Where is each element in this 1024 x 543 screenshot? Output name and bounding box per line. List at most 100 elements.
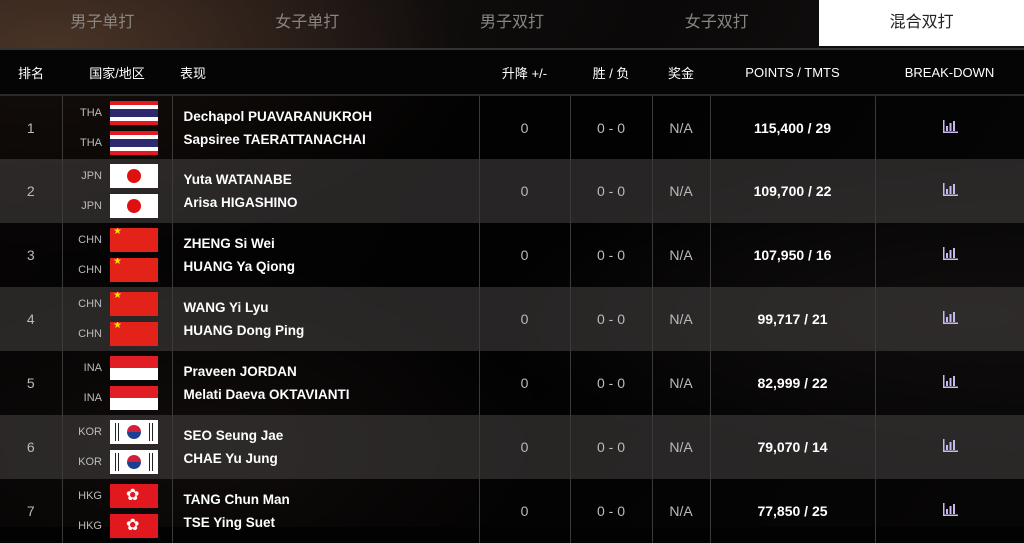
tab-womens-doubles[interactable]: 女子双打: [684, 14, 749, 31]
tab-mens-singles[interactable]: 男子单打: [70, 14, 135, 31]
flag-icon: [110, 258, 158, 282]
country-cell: CHN CHN: [61, 287, 172, 351]
country-cell: CHN CHN: [61, 223, 172, 287]
prize-money: N/A: [651, 223, 710, 287]
rank-change: 0: [478, 479, 570, 543]
bar-chart-icon[interactable]: [942, 311, 958, 327]
points-tournaments: 99,717 / 21: [709, 287, 875, 351]
header-change: 升降 +/-: [501, 65, 548, 81]
rank-change: 0: [478, 415, 570, 479]
country-code: JPN: [81, 170, 102, 182]
country-code: CHN: [78, 298, 102, 310]
player-name[interactable]: Dechapol PUAVARANUKROH: [183, 108, 373, 124]
rank: 4: [26, 311, 35, 327]
player-name[interactable]: Melati Daeva OKTAVIANTI: [183, 387, 350, 402]
player-name[interactable]: Arisa HIGASHINO: [183, 195, 298, 210]
table-row: 7 HKG HKG TANG Chun Man TSE Ying Suet 0 0…: [0, 479, 1024, 543]
rank-change: 0: [478, 159, 570, 223]
header-points: POINTS / TMTS: [745, 64, 840, 80]
flag-icon: [110, 292, 158, 316]
country-code: CHN: [78, 328, 102, 340]
tab-mixed-doubles[interactable]: 混合双打: [819, 0, 1024, 46]
bar-chart-icon[interactable]: [942, 375, 958, 391]
win-loss: 0 - 0: [569, 351, 652, 415]
bar-chart-icon[interactable]: [942, 503, 958, 519]
country-code: HKG: [78, 490, 102, 502]
player-name[interactable]: Praveen JORDAN: [183, 364, 297, 379]
flag-icon: [110, 194, 158, 218]
win-loss: 0 - 0: [569, 415, 652, 479]
win-loss: 0 - 0: [569, 479, 652, 543]
country-code: THA: [80, 106, 102, 119]
player-name[interactable]: Yuta WATANABE: [183, 172, 292, 187]
category-tabs: 男子单打 女子单打 男子双打 女子双打 混合双打: [0, 0, 1024, 46]
flag-icon: [110, 356, 158, 380]
player-name[interactable]: HUANG Dong Ping: [183, 323, 305, 338]
country-cell: JPN JPN: [61, 159, 172, 223]
rank: 3: [26, 247, 35, 263]
country-code: CHN: [78, 264, 102, 276]
win-loss: 0 - 0: [569, 159, 652, 223]
player-name[interactable]: HUANG Ya Qiong: [183, 259, 296, 274]
points-tournaments: 109,700 / 22: [709, 159, 875, 223]
player-name[interactable]: CHAE Yu Jung: [183, 451, 278, 466]
rank: 5: [26, 375, 35, 391]
players-cell: SEO Seung Jae CHAE Yu Jung: [171, 415, 479, 479]
players-cell: WANG Yi Lyu HUANG Dong Ping: [171, 287, 479, 351]
header-prize: 奖金: [667, 65, 694, 81]
player-name[interactable]: TSE Ying Suet: [183, 515, 276, 530]
points-tournaments: 115,400 / 29: [709, 95, 875, 159]
prize-money: N/A: [651, 287, 710, 351]
prize-money: N/A: [651, 159, 710, 223]
country-cell: THA THA: [61, 95, 172, 159]
tab-mens-doubles[interactable]: 男子双打: [479, 14, 544, 31]
country-cell: INA INA: [61, 351, 172, 415]
bar-chart-icon[interactable]: [942, 439, 958, 455]
flag-icon: [110, 386, 158, 410]
players-cell: TANG Chun Man TSE Ying Suet: [171, 479, 479, 543]
player-name[interactable]: WANG Yi Lyu: [183, 300, 269, 315]
country-code: INA: [83, 362, 102, 374]
prize-money: N/A: [651, 95, 710, 159]
flag-icon: [110, 450, 158, 474]
table-header: 排名 国家/地区 表现 升降 +/- 胜 / 负 奖金 POINTS / TMT…: [0, 49, 1024, 95]
flag-icon: [110, 164, 158, 188]
table-row: 4 CHN CHN WANG Yi Lyu HUANG Dong Ping 0 0…: [0, 287, 1024, 351]
header-winloss: 胜 / 负: [592, 65, 630, 81]
flag-icon: [110, 130, 158, 155]
bar-chart-icon[interactable]: [942, 247, 958, 263]
bar-chart-icon[interactable]: [942, 183, 958, 199]
header-country: 国家/地区: [89, 65, 145, 81]
prize-money: N/A: [651, 415, 710, 479]
player-name[interactable]: Sapsiree TAERATTANACHAI: [183, 131, 366, 147]
players-cell: Praveen JORDAN Melati Daeva OKTAVIANTI: [171, 351, 479, 415]
prize-money: N/A: [651, 479, 710, 543]
country-cell: KOR KOR: [61, 415, 172, 479]
win-loss: 0 - 0: [569, 223, 652, 287]
country-cell: HKG HKG: [61, 479, 172, 543]
rankings-table: 排名 国家/地区 表现 升降 +/- 胜 / 负 奖金 POINTS / TMT…: [0, 48, 1024, 543]
player-name[interactable]: TANG Chun Man: [183, 492, 290, 507]
player-name[interactable]: SEO Seung Jae: [183, 428, 284, 443]
rank-change: 0: [478, 223, 570, 287]
rank-change: 0: [478, 95, 570, 159]
points-tournaments: 82,999 / 22: [709, 351, 875, 415]
header-rank: 排名: [17, 65, 44, 81]
table-row: 5 INA INA Praveen JORDAN Melati Daeva OKT…: [0, 351, 1024, 415]
points-tournaments: 77,850 / 25: [709, 479, 875, 543]
header-players: 表现: [180, 65, 207, 81]
flag-icon: [110, 100, 158, 125]
player-name[interactable]: ZHENG Si Wei: [183, 236, 275, 251]
table-row: 3 CHN CHN ZHENG Si Wei HUANG Ya Qiong 0 0…: [0, 223, 1024, 287]
table-row: 6 KOR KOR SEO Seung Jae CHAE Yu Jung 0 0 …: [0, 415, 1024, 479]
country-code: KOR: [78, 426, 102, 438]
bar-chart-icon[interactable]: [942, 119, 958, 136]
table-row: 1 THA THA Dechapol PUAVARANUKROH Sapsiree…: [0, 95, 1024, 159]
tab-womens-singles[interactable]: 女子单打: [275, 14, 340, 31]
flag-icon: [110, 484, 158, 508]
rank-change: 0: [478, 351, 570, 415]
country-code: INA: [83, 392, 102, 404]
table-row: 2 JPN JPN Yuta WATANABE Arisa HIGASHINO 0…: [0, 159, 1024, 223]
players-cell: Dechapol PUAVARANUKROH Sapsiree TAERATTAN…: [171, 95, 479, 159]
points-tournaments: 79,070 / 14: [709, 415, 875, 479]
